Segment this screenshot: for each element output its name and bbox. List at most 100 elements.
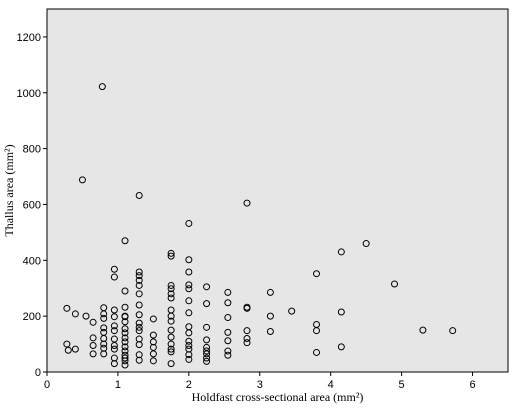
data-point xyxy=(203,300,211,308)
data-point xyxy=(266,328,274,336)
data-point xyxy=(110,306,118,314)
data-point xyxy=(185,309,193,317)
data-point xyxy=(224,347,232,355)
data-point xyxy=(167,340,175,348)
data-point xyxy=(110,327,118,335)
data-point xyxy=(185,219,193,227)
x-tick-label: 4 xyxy=(328,379,334,391)
data-point xyxy=(185,355,193,363)
data-point xyxy=(266,312,274,320)
data-point xyxy=(110,265,118,273)
data-point xyxy=(313,348,321,356)
data-point xyxy=(63,304,71,312)
data-point xyxy=(337,343,345,351)
x-tick-label: 0 xyxy=(44,379,50,391)
data-point xyxy=(167,290,175,298)
data-point xyxy=(135,311,143,319)
x-tick-label: 5 xyxy=(399,379,405,391)
data-points xyxy=(63,83,457,369)
data-point xyxy=(243,334,251,342)
data-point xyxy=(121,343,129,351)
data-point xyxy=(110,345,118,353)
data-point xyxy=(89,350,97,358)
data-point xyxy=(149,315,157,323)
data-point xyxy=(203,357,211,365)
data-point xyxy=(135,301,143,309)
data-point xyxy=(135,281,143,289)
data-point xyxy=(121,361,129,369)
data-point xyxy=(89,334,97,342)
data-point xyxy=(135,319,143,327)
data-point xyxy=(288,307,296,315)
data-point xyxy=(121,329,129,337)
data-point xyxy=(71,310,79,318)
data-point xyxy=(185,337,193,345)
data-point xyxy=(135,268,143,276)
data-point xyxy=(64,346,72,354)
x-axis-ticks: 0 1 2 3 4 5 6 xyxy=(44,372,476,391)
data-point xyxy=(110,341,118,349)
plot-area xyxy=(46,8,509,373)
y-tick-label: 1200 xyxy=(17,32,41,44)
data-point xyxy=(149,357,157,365)
data-point xyxy=(391,280,399,288)
data-point xyxy=(121,318,129,326)
data-point xyxy=(100,314,108,322)
data-point xyxy=(135,356,143,364)
data-point xyxy=(313,270,321,278)
y-axis-ticks: 0 200 400 600 800 1000 1200 xyxy=(17,32,47,379)
data-point xyxy=(167,294,175,302)
data-point xyxy=(167,326,175,334)
data-point xyxy=(71,345,79,353)
data-point xyxy=(167,317,175,325)
data-point xyxy=(167,312,175,320)
data-point xyxy=(224,314,232,322)
x-axis-label: Holdfast cross-sectional area (mm²) xyxy=(192,390,364,404)
y-tick-label: 200 xyxy=(23,311,41,323)
data-point xyxy=(243,327,251,335)
data-point xyxy=(362,240,370,248)
data-point xyxy=(337,248,345,256)
data-point xyxy=(149,350,157,358)
data-point xyxy=(121,357,129,365)
data-point xyxy=(135,276,143,284)
data-point xyxy=(224,351,232,359)
x-tick-label: 6 xyxy=(469,379,475,391)
data-point xyxy=(135,192,143,200)
data-point xyxy=(167,249,175,257)
data-point xyxy=(100,340,108,348)
y-tick-label: 400 xyxy=(23,255,41,267)
data-point xyxy=(110,313,118,321)
data-point xyxy=(419,326,427,334)
data-point xyxy=(121,334,129,342)
data-point xyxy=(185,256,193,264)
y-tick-label: 600 xyxy=(23,199,41,211)
data-point xyxy=(185,268,193,276)
data-point xyxy=(203,347,211,355)
data-point xyxy=(167,285,175,293)
data-point xyxy=(185,329,193,337)
data-point xyxy=(110,273,118,281)
data-point xyxy=(185,281,193,289)
x-tick-label: 3 xyxy=(257,379,263,391)
y-tick-label: 1000 xyxy=(17,88,41,100)
data-point xyxy=(313,327,321,335)
data-point xyxy=(149,331,157,339)
data-point xyxy=(185,341,193,349)
x-tick-label: 1 xyxy=(115,379,121,391)
data-point xyxy=(121,347,129,355)
data-point xyxy=(224,288,232,296)
data-point xyxy=(135,323,143,331)
data-point xyxy=(110,322,118,330)
data-point xyxy=(203,350,211,358)
data-point xyxy=(121,303,129,311)
data-point xyxy=(167,345,175,353)
data-point xyxy=(266,288,274,296)
data-point xyxy=(121,325,129,333)
data-point xyxy=(243,304,251,312)
data-point xyxy=(167,348,175,356)
data-point xyxy=(243,339,251,347)
data-point xyxy=(78,176,86,184)
data-point xyxy=(121,313,129,321)
